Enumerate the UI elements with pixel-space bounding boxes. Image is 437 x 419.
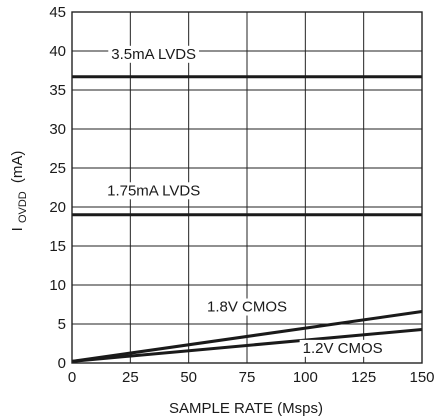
series-line-2 <box>71 310 423 363</box>
series-label-bg-0 <box>108 45 200 63</box>
series-label-2: 1.8V CMOS <box>207 299 287 316</box>
y-tick-label-0: 0 <box>58 355 66 372</box>
y-tick-labels: 0 5 10 15 20 25 30 35 40 45 <box>49 4 66 372</box>
series-label-3: 1.2V CMOS <box>303 340 383 357</box>
x-tick-label-50: 50 <box>180 369 197 386</box>
y-axis-title: I OVDD (mA) <box>9 151 30 232</box>
y-tick-label-30: 30 <box>49 121 66 138</box>
x-tick-label-100: 100 <box>293 369 318 386</box>
y-tick-label-35: 35 <box>49 82 66 99</box>
series-label-bg-1 <box>104 182 204 200</box>
y-tick-label-25: 25 <box>49 160 66 177</box>
y-tick-label-15: 15 <box>49 238 66 255</box>
y-axis-title-main: I <box>9 227 26 231</box>
series-line-3 <box>71 328 423 363</box>
series-label-1: 1.75mA LVDS <box>107 182 200 199</box>
x-tick-label-150: 150 <box>409 369 434 386</box>
series-lines <box>71 75 423 363</box>
x-tick-label-75: 75 <box>239 369 256 386</box>
series-label-bg-3 <box>299 339 386 357</box>
x-tick-label-0: 0 <box>68 369 76 386</box>
y-tick-label-5: 5 <box>58 316 66 333</box>
y-tick-label-45: 45 <box>49 4 66 21</box>
series-label-0: 3.5mA LVDS <box>111 46 196 63</box>
y-tick-label-10: 10 <box>49 277 66 294</box>
y-tick-label-20: 20 <box>49 199 66 216</box>
series-labels: 3.5mA LVDS 1.75mA LVDS 1.8V CMOS 1.2V CMOS <box>104 45 386 357</box>
y-axis-title-unit: (mA) <box>9 151 26 184</box>
x-tick-label-125: 125 <box>351 369 376 386</box>
x-tick-labels: 0 25 50 75 100 125 150 <box>68 369 435 386</box>
series-label-bg-2 <box>203 298 291 316</box>
x-tick-label-25: 25 <box>122 369 139 386</box>
y-tick-label-40: 40 <box>49 43 66 60</box>
y-axis-title-subscript: OVDD <box>17 191 29 223</box>
x-axis-title: SAMPLE RATE (Msps) <box>169 400 323 417</box>
plot-frame <box>71 11 423 364</box>
